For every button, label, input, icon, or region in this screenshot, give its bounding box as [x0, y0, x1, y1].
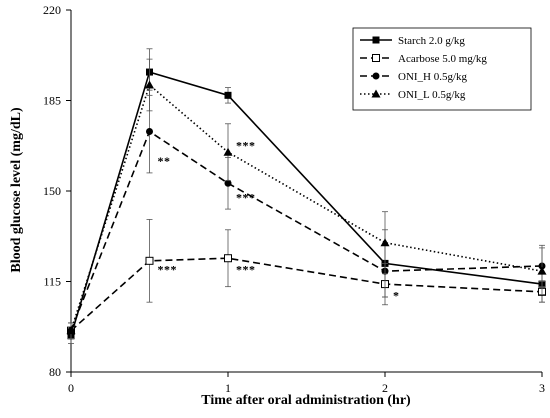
legend-label: Starch 2.0 g/kg — [398, 35, 465, 47]
y-tick-label: 220 — [43, 3, 61, 17]
series-1 — [67, 219, 546, 339]
data-point — [224, 91, 232, 99]
legend-marker — [371, 89, 381, 98]
x-tick-label: 1 — [225, 381, 231, 395]
data-point — [66, 326, 76, 335]
significance-label: *** — [236, 190, 256, 204]
legend-entry-3: ONI_L 0.5g/kg — [360, 89, 466, 101]
legend: Starch 2.0 g/kg Acarbose 5.0 mg/kg ONI_H 0… — [352, 27, 532, 111]
x-tick-label: 3 — [539, 381, 545, 395]
legend-entry-0: Starch 2.0 g/kg — [360, 35, 465, 47]
significance-label: * — [393, 289, 400, 303]
significance-label: *** — [158, 263, 178, 277]
y-tick-label: 185 — [43, 94, 61, 108]
data-point — [145, 80, 154, 89]
legend-label: ONI_H 0.5g/kg — [398, 71, 468, 83]
legend-marker — [372, 54, 380, 62]
data-point — [145, 256, 154, 265]
series-2 — [67, 89, 546, 339]
significance-label: *** — [236, 263, 256, 277]
y-tick-label: 150 — [43, 184, 61, 198]
significance-label: *** — [236, 139, 256, 153]
legend-entry-1: Acarbose 5.0 mg/kg — [360, 53, 487, 65]
series-layer — [66, 48, 547, 344]
data-point — [380, 238, 390, 247]
data-point — [146, 128, 153, 136]
legend-box — [352, 27, 532, 111]
y-tick-label: 115 — [43, 275, 61, 289]
data-point — [537, 266, 547, 275]
legend-entry-2: ONI_H 0.5g/kg — [360, 71, 468, 83]
legend-label: ONI_L 0.5g/kg — [398, 89, 466, 101]
legend-marker — [372, 36, 380, 44]
series-line — [70, 257, 543, 332]
series-line — [70, 83, 543, 331]
x-tick-label: 2 — [382, 381, 388, 395]
data-point — [223, 147, 233, 156]
x-tick-label: 0 — [68, 381, 74, 395]
axes: 80 115 150 185 220 0 1 2 3 — [43, 3, 545, 395]
y-axis-title: Blood glucose level (mg/dL) — [9, 107, 24, 273]
legend-marker — [372, 72, 380, 80]
x-axis-title: Time after oral administration (hr) — [201, 393, 411, 408]
data-point — [224, 179, 232, 187]
data-point — [224, 254, 232, 263]
legend-label: Acarbose 5.0 mg/kg — [398, 53, 487, 65]
series-3 — [66, 58, 547, 339]
y-tick-label: 80 — [49, 365, 61, 379]
annotations: *********** **** — [158, 139, 400, 303]
series-line — [70, 130, 543, 331]
significance-label: ** — [158, 154, 171, 168]
series-line — [70, 71, 543, 337]
